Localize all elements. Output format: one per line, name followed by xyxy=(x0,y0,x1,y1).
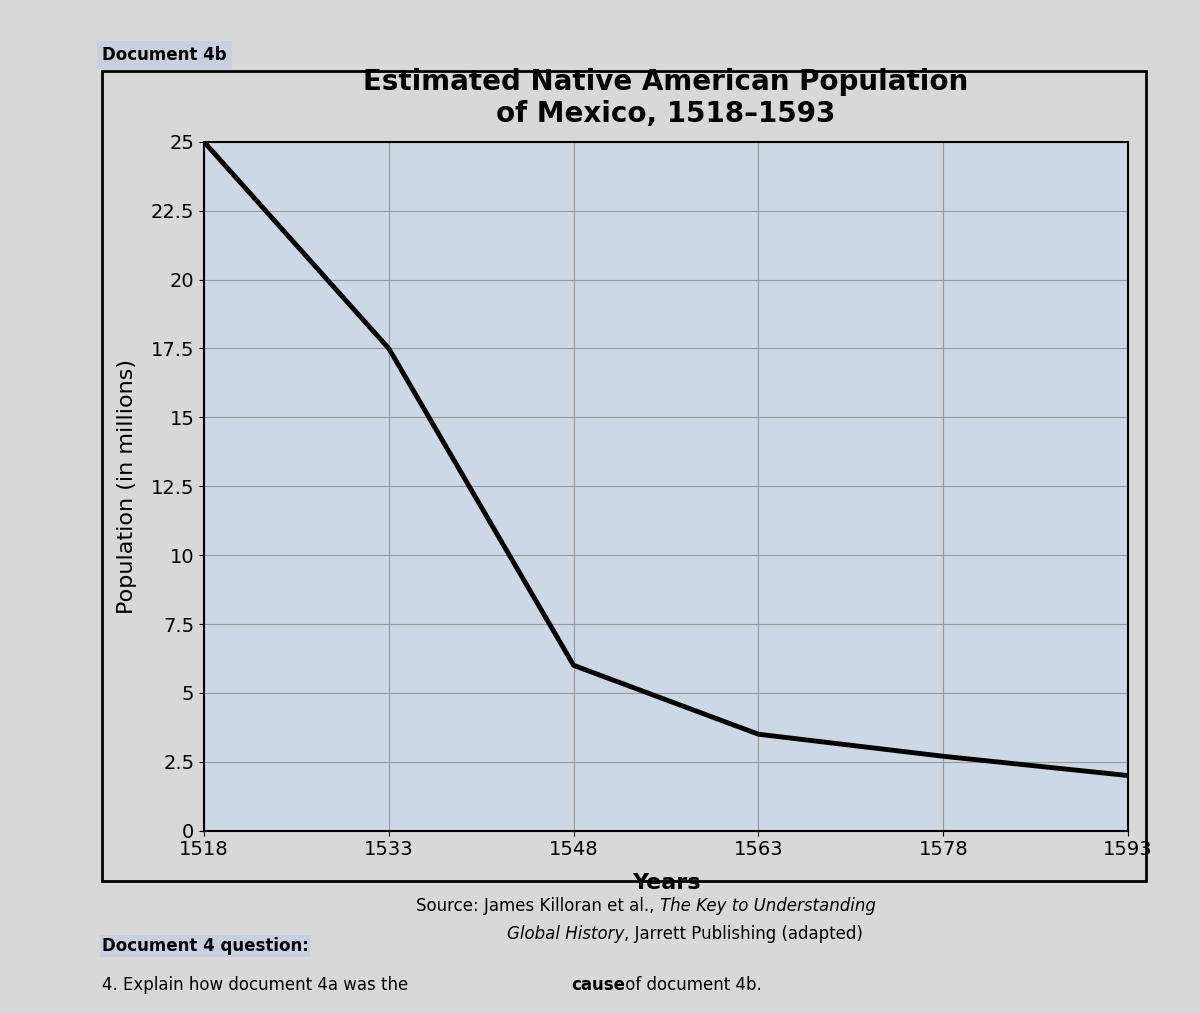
Text: , Jarrett Publishing (adapted): , Jarrett Publishing (adapted) xyxy=(624,925,863,943)
Text: Document 4b: Document 4b xyxy=(102,46,227,64)
Text: of document 4b.: of document 4b. xyxy=(620,976,762,994)
Text: 4. Explain how document 4a was the: 4. Explain how document 4a was the xyxy=(102,976,414,994)
Text: Global History: Global History xyxy=(506,925,624,943)
X-axis label: Years: Years xyxy=(631,873,701,893)
Text: The Key to Understanding: The Key to Understanding xyxy=(660,897,876,915)
Text: Document 4 question:: Document 4 question: xyxy=(102,937,308,955)
Text: cause: cause xyxy=(571,976,625,994)
Text: Source: James Killoran et al.,: Source: James Killoran et al., xyxy=(416,897,660,915)
Y-axis label: Population (in millions): Population (in millions) xyxy=(116,359,137,614)
Title: Estimated Native American Population
of Mexico, 1518–1593: Estimated Native American Population of … xyxy=(364,68,968,129)
